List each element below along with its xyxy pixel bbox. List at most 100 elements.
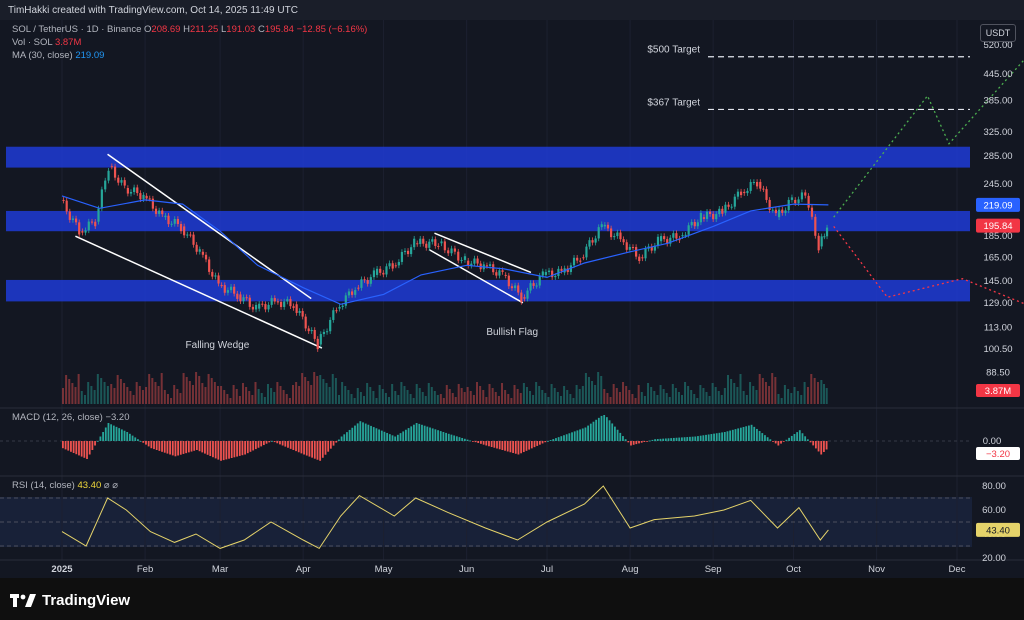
volume-bar — [600, 376, 603, 404]
candle-body — [544, 272, 547, 275]
macd-bar — [370, 425, 372, 441]
currency-button[interactable]: USDT — [980, 24, 1016, 42]
macd-bar — [753, 426, 756, 441]
macd-bar — [354, 425, 356, 441]
candle-body — [591, 240, 594, 243]
macd-bar — [635, 441, 638, 445]
rsi-line — [61, 485, 829, 550]
candle-body — [192, 234, 195, 245]
volume-bar — [288, 398, 291, 404]
macd-bar — [806, 439, 809, 441]
macd-bar — [439, 431, 442, 441]
volume-bar — [497, 396, 500, 404]
volume-bar — [245, 387, 248, 404]
macd-bar — [758, 431, 761, 441]
macd-bar — [825, 441, 828, 450]
macd-bar — [91, 441, 94, 450]
macd-bar — [147, 441, 150, 447]
volume-bar — [213, 382, 216, 404]
candle-body — [765, 189, 768, 200]
volume-bar — [295, 382, 298, 404]
macd-bar — [311, 441, 314, 458]
macd-bar — [171, 441, 174, 456]
macd-bar — [75, 441, 78, 455]
volume-bar — [816, 382, 819, 404]
candle-body — [375, 268, 379, 275]
candle-body — [385, 266, 388, 275]
volume-bar — [603, 389, 606, 404]
volume-bar — [160, 373, 163, 404]
macd-bar — [627, 441, 630, 443]
candle-body — [431, 239, 434, 242]
macd-bar — [214, 441, 217, 459]
volume-bar — [522, 383, 525, 404]
candle-body — [214, 275, 217, 277]
candle-body — [279, 302, 283, 307]
macd-bar — [131, 435, 134, 441]
candle-body — [434, 239, 437, 246]
volume-bar — [507, 394, 510, 404]
macd-bar — [522, 441, 525, 453]
macd-bar — [790, 435, 793, 441]
macd-bar — [281, 441, 284, 446]
volume-bar — [238, 396, 241, 404]
volume-bar — [126, 387, 129, 404]
volume-bar — [587, 377, 590, 404]
candle-body — [784, 210, 787, 213]
macd-bar — [128, 433, 131, 441]
candle-body — [810, 207, 814, 217]
macd-bar — [118, 428, 121, 441]
volume-bar — [749, 382, 752, 404]
macd-bar — [742, 426, 745, 441]
candle-body — [372, 270, 376, 278]
macd-bar — [823, 441, 825, 452]
created-by-text: TimHakki created with TradingView.com, O… — [8, 5, 298, 16]
volume-bar — [87, 382, 90, 404]
candle-body — [600, 224, 603, 228]
candle-body — [148, 198, 151, 200]
volume-bar — [825, 388, 828, 404]
candle-body — [242, 297, 245, 302]
volume-bar — [359, 392, 362, 404]
candle-body — [817, 235, 820, 251]
volume-bar — [176, 389, 179, 404]
macd-bar — [576, 430, 579, 441]
volume-bar — [556, 392, 559, 404]
macd-bar — [96, 441, 99, 442]
macd-bar — [514, 441, 517, 454]
candle-body — [173, 218, 176, 224]
candle-body — [736, 191, 740, 197]
volume-bar — [391, 384, 394, 404]
volume-bar — [260, 393, 263, 404]
volume-bar — [742, 391, 745, 404]
candle-body — [800, 192, 804, 200]
macd-bar — [134, 437, 137, 441]
volume-bar — [285, 394, 288, 404]
zone-1 — [6, 210, 970, 232]
macd-bar — [295, 441, 297, 452]
candle-body — [523, 297, 526, 299]
ma30-line — [61, 195, 829, 305]
volume-bar — [699, 385, 702, 404]
macd-bar — [447, 433, 450, 441]
macd-bar — [648, 440, 651, 442]
volume-bar — [491, 388, 494, 404]
candle-body — [554, 275, 557, 278]
macd-bar — [166, 441, 169, 454]
macd-bar — [579, 429, 581, 441]
candle-body — [360, 279, 363, 288]
volume-bar — [77, 374, 80, 404]
macd-bar — [346, 432, 348, 441]
price-chart[interactable]: $500 Target $367 Target Falling Wedge Bulli… — [0, 0, 1024, 578]
time-tick-10: Nov — [868, 564, 885, 575]
candle-body — [304, 316, 307, 329]
macd-bar — [715, 433, 718, 441]
volume-bar — [344, 386, 347, 404]
candle-body — [721, 208, 724, 214]
candle-body — [117, 177, 120, 183]
volume-bar — [448, 389, 451, 404]
candle-body — [579, 260, 582, 262]
candle-body — [183, 226, 186, 236]
candle-body — [663, 236, 666, 240]
macd-bar — [490, 441, 493, 447]
